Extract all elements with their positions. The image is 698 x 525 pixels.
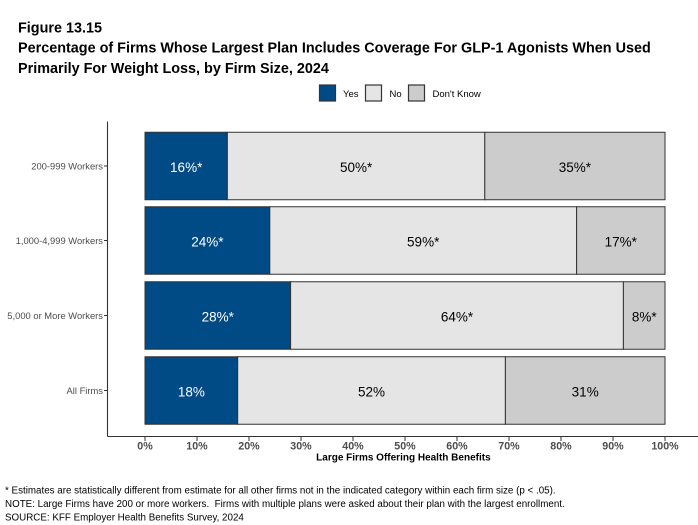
svg-text:30%: 30% <box>290 441 312 453</box>
svg-text:50%: 50% <box>394 441 416 453</box>
svg-text:* Estimates are statistically: * Estimates are statistically different … <box>5 486 556 497</box>
svg-text:Percentage of Firms Whose Larg: Percentage of Firms Whose Largest Plan I… <box>18 41 651 57</box>
svg-text:60%: 60% <box>446 441 468 453</box>
svg-text:70%: 70% <box>498 441 520 453</box>
svg-text:Yes: Yes <box>343 89 359 100</box>
svg-text:20%: 20% <box>238 441 260 453</box>
svg-text:90%: 90% <box>602 441 624 453</box>
svg-text:35%*: 35%* <box>559 160 592 175</box>
svg-text:All Firms: All Firms <box>67 385 104 396</box>
svg-text:8%*: 8%* <box>632 310 658 325</box>
svg-text:NOTE: Large Firms have 200 or: NOTE: Large Firms have 200 or more worke… <box>5 499 565 510</box>
svg-text:100%: 100% <box>651 441 679 453</box>
svg-text:40%: 40% <box>342 441 364 453</box>
svg-text:18%: 18% <box>178 385 205 400</box>
svg-text:64%*: 64%* <box>441 310 474 325</box>
svg-text:Figure 13.15: Figure 13.15 <box>18 20 102 36</box>
svg-text:1,000-4,999 Workers: 1,000-4,999 Workers <box>16 235 104 246</box>
svg-text:0%: 0% <box>137 441 153 453</box>
svg-text:10%: 10% <box>186 441 208 453</box>
svg-text:24%*: 24%* <box>191 235 224 250</box>
svg-text:Primarily For Weight Loss, by: Primarily For Weight Loss, by Firm Size,… <box>18 61 329 77</box>
svg-text:52%: 52% <box>358 385 385 400</box>
svg-text:200-999 Workers: 200-999 Workers <box>31 160 103 171</box>
svg-text:5,000 or More Workers: 5,000 or More Workers <box>7 310 103 321</box>
svg-text:SOURCE: KFF Employer Health Be: SOURCE: KFF Employer Health Benefits Sur… <box>5 512 244 523</box>
svg-text:Don't Know: Don't Know <box>433 89 481 100</box>
svg-text:Large Firms Offering Health Be: Large Firms Offering Health Benefits <box>316 452 491 463</box>
svg-text:50%*: 50%* <box>340 160 373 175</box>
svg-text:28%*: 28%* <box>202 310 235 325</box>
svg-text:80%: 80% <box>550 441 572 453</box>
svg-text:16%*: 16%* <box>170 160 203 175</box>
svg-text:17%*: 17%* <box>605 235 638 250</box>
svg-text:31%: 31% <box>572 385 599 400</box>
svg-text:59%*: 59%* <box>407 235 440 250</box>
svg-text:No: No <box>390 89 402 100</box>
